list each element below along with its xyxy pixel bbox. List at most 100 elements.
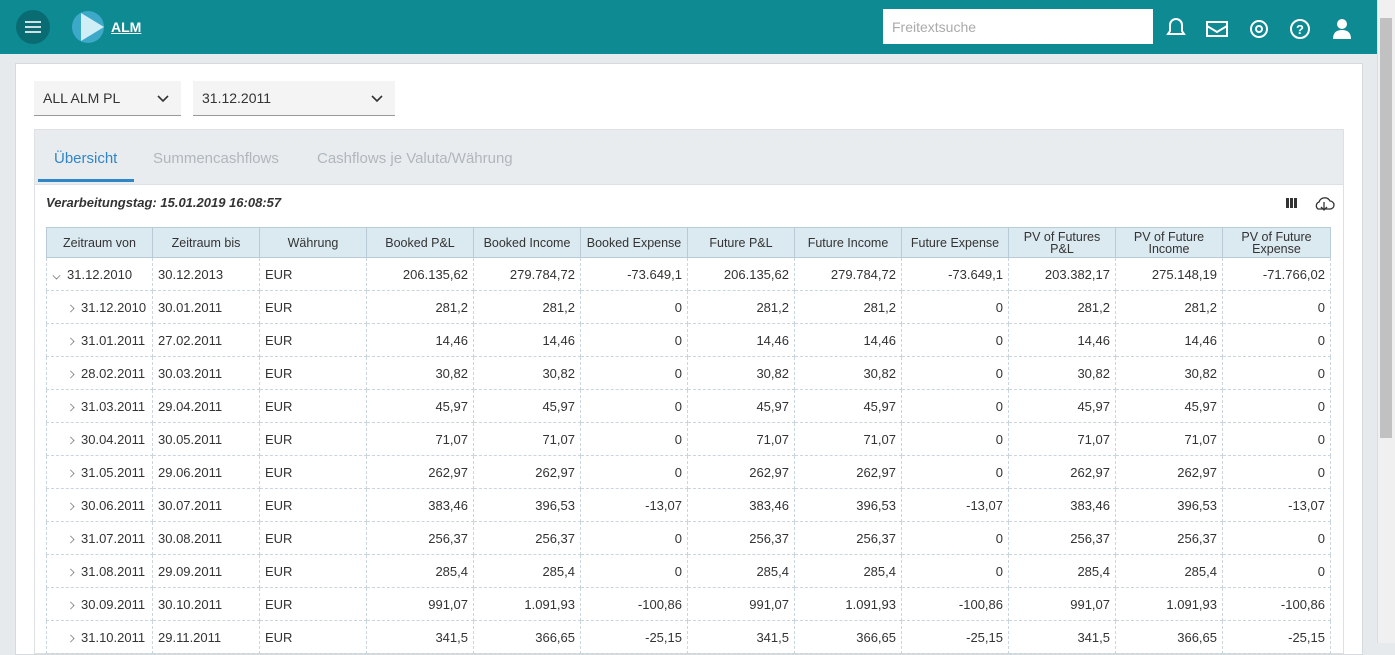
cell: 29.09.2011 — [152, 554, 260, 588]
cell: 0 — [580, 455, 688, 489]
cell: 30.07.2011 — [152, 488, 260, 522]
expand-toggle[interactable] — [66, 337, 75, 345]
expand-toggle[interactable] — [66, 568, 75, 576]
cell: 0 — [1222, 554, 1331, 588]
expand-toggle[interactable] — [66, 535, 75, 543]
cell: 383,46 — [1008, 488, 1116, 522]
cell: 256,37 — [687, 521, 795, 555]
cell: 285,4 — [473, 554, 581, 588]
cell: 14,46 — [473, 323, 581, 357]
cell: 991,07 — [366, 587, 474, 621]
cell: -25,15 — [901, 620, 1009, 654]
column-header: PV of Futures P&L — [1008, 227, 1116, 258]
column-header: PV of Future Income — [1115, 227, 1223, 258]
tab[interactable]: Summencashflows — [153, 150, 279, 167]
column-header: Währung — [259, 227, 367, 258]
cell: 45,97 — [366, 389, 474, 423]
column-header: Zeitraum von — [46, 227, 153, 258]
date-value: 31.12.2011 — [202, 90, 272, 106]
cell-text: 28.02.2011 — [81, 365, 146, 381]
cell: 285,4 — [366, 554, 474, 588]
tab-bar: Übersicht Summencashflows Cashflows je V… — [34, 129, 1344, 185]
cell: -13,07 — [901, 488, 1009, 522]
cell: 45,97 — [794, 389, 902, 423]
table-row: 31.12.2010 30.12.2013 EUR 206.135,62 279.784… — [46, 257, 1331, 291]
cell: 27.02.2011 — [152, 323, 260, 357]
search-input[interactable]: Freitextsuche — [883, 9, 1153, 44]
bell-icon[interactable] — [1166, 18, 1186, 35]
cell: 31.01.2011 — [46, 323, 153, 357]
settings-icon[interactable] — [1250, 20, 1268, 38]
cell: 0 — [901, 389, 1009, 423]
cell-text: 30.04.2011 — [81, 431, 146, 447]
column-header: Future Income — [794, 227, 902, 258]
processing-day: Verarbeitungstag: 15.01.2019 16:08:57 — [46, 195, 282, 210]
cell-text: 31.01.2011 — [81, 332, 146, 348]
column-header: Future P&L — [687, 227, 795, 258]
cell: 30,82 — [687, 356, 795, 390]
cell: 30,82 — [366, 356, 474, 390]
cell: 396,53 — [794, 488, 902, 522]
columns-icon[interactable] — [1286, 198, 1297, 208]
tab[interactable]: Cashflows je Valuta/Währung — [317, 150, 513, 167]
cell: 285,4 — [1115, 554, 1223, 588]
table-row: 31.10.2011 29.11.2011 EUR 341,5 366,65 -25,15… — [46, 620, 1331, 654]
cell: 0 — [1222, 290, 1331, 324]
cell: 256,37 — [473, 521, 581, 555]
date-select[interactable]: 31.12.2011 — [193, 81, 395, 116]
app-name[interactable]: ALM — [111, 19, 142, 35]
cell: -13,07 — [1222, 488, 1331, 522]
cell-text: 31.03.2011 — [81, 398, 146, 414]
expand-toggle[interactable] — [52, 271, 61, 279]
cell: 0 — [580, 521, 688, 555]
cell: 275.148,19 — [1115, 257, 1223, 291]
cell: 256,37 — [1008, 521, 1116, 555]
cell: 30,82 — [473, 356, 581, 390]
cell: 31.10.2011 — [46, 620, 153, 654]
expand-toggle[interactable] — [66, 304, 75, 312]
top-bar: ? ALM Freitextsuche — [0, 0, 1377, 54]
cell: EUR — [259, 620, 367, 654]
cell: -71.766,02 — [1222, 257, 1331, 291]
cell: 30.04.2011 — [46, 422, 153, 456]
expand-toggle[interactable] — [66, 370, 75, 378]
expand-toggle[interactable] — [66, 469, 75, 477]
cell-text: 31.08.2011 — [81, 563, 146, 579]
cell: 341,5 — [1008, 620, 1116, 654]
cell: 30.03.2011 — [152, 356, 260, 390]
cell: 256,37 — [794, 521, 902, 555]
mail-icon[interactable] — [1206, 21, 1228, 37]
cell: 285,4 — [1008, 554, 1116, 588]
portfolio-select[interactable]: ALL ALM PL — [34, 81, 181, 116]
table-row: 31.07.2011 30.08.2011 EUR 256,37 256,37 0 256,… — [46, 521, 1331, 555]
cell: 281,2 — [1115, 290, 1223, 324]
expand-toggle[interactable] — [66, 403, 75, 411]
table-row: 31.05.2011 29.06.2011 EUR 262,97 262,97 0 262,… — [46, 455, 1331, 489]
cell: 285,4 — [687, 554, 795, 588]
expand-toggle[interactable] — [66, 436, 75, 444]
column-header: Future Expense — [901, 227, 1009, 258]
cell: 256,37 — [1115, 521, 1223, 555]
user-icon[interactable] — [1337, 19, 1347, 29]
tab[interactable]: Übersicht — [54, 150, 118, 167]
download-icon[interactable] — [1315, 197, 1335, 211]
cell: 31.08.2011 — [46, 554, 153, 588]
cell: EUR — [259, 521, 367, 555]
cell: 366,65 — [794, 620, 902, 654]
cell: 206.135,62 — [687, 257, 795, 291]
expand-toggle[interactable] — [66, 601, 75, 609]
cell: 30.06.2011 — [46, 488, 153, 522]
cell: 0 — [580, 389, 688, 423]
table-row: 31.12.2010 30.01.2011 EUR 281,2 281,2 0 281,2 2… — [46, 290, 1331, 324]
cell: 30.01.2011 — [152, 290, 260, 324]
expand-toggle[interactable] — [66, 502, 75, 510]
cell: 262,97 — [687, 455, 795, 489]
table-row: 30.09.2011 30.10.2011 EUR 991,07 1.091,93 -10… — [46, 587, 1331, 621]
cell: 29.06.2011 — [152, 455, 260, 489]
help-icon[interactable] — [1290, 19, 1310, 39]
expand-toggle[interactable] — [66, 634, 75, 642]
scroll-thumb[interactable] — [1380, 18, 1392, 438]
cell: 31.07.2011 — [46, 521, 153, 555]
cell: 281,2 — [1008, 290, 1116, 324]
cell: 0 — [1222, 323, 1331, 357]
